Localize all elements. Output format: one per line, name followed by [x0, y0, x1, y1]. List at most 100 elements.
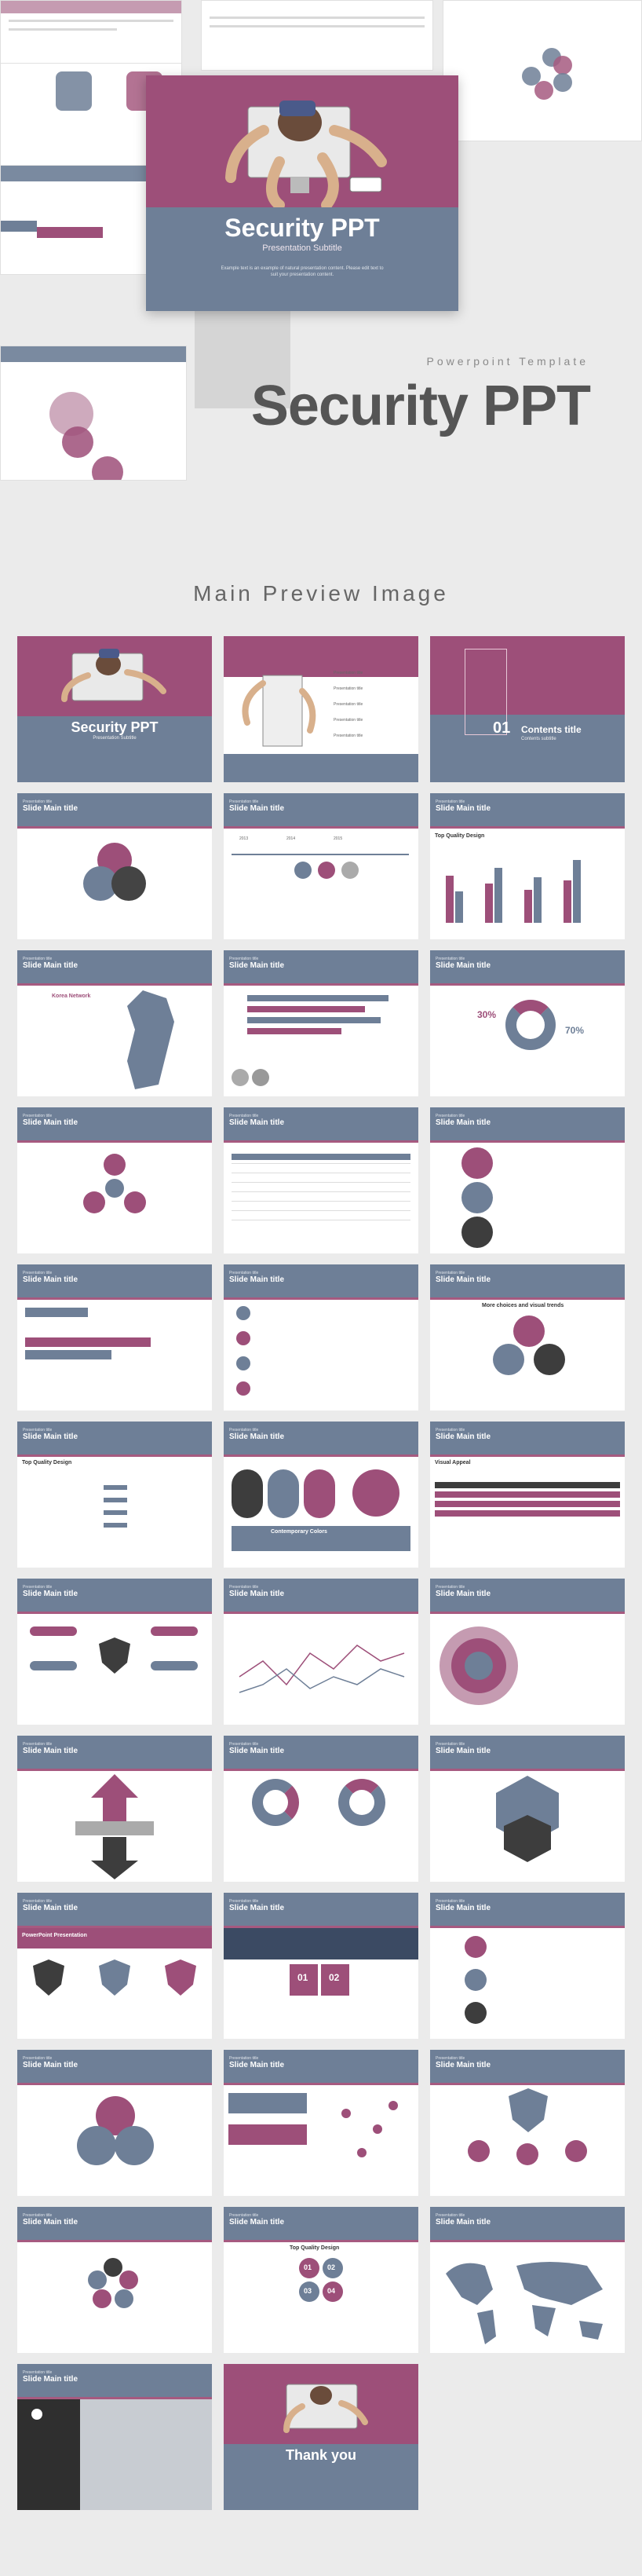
slide-title: Slide Main title	[436, 1275, 491, 1284]
laptop-photo	[80, 2399, 212, 2510]
slide-thumb-photo-laptop[interactable]: Presentation title Slide Main title	[17, 2364, 212, 2510]
petal	[93, 2289, 111, 2308]
step-number: 01	[297, 1972, 308, 1983]
pill	[151, 1661, 198, 1670]
slide-kicker: Presentation title	[23, 1742, 53, 1747]
slide-thumb-arrows-vertical[interactable]: Presentation title Slide Main title	[17, 1736, 212, 1882]
slide-thumb-hbar[interactable]: Presentation title Slide Main title	[224, 950, 418, 1096]
slide-thumb-shield-pills[interactable]: Presentation title Slide Main title	[17, 1579, 212, 1725]
slide-thumb-donut[interactable]: Presentation title Slide Main title 30% 7…	[430, 950, 625, 1096]
slide-thumb-photo-numbers[interactable]: Presentation title Slide Main title 01 02	[224, 1893, 418, 2039]
petal	[115, 2289, 133, 2308]
bar	[573, 860, 581, 923]
slide-title: Slide Main title	[23, 1904, 78, 1912]
table-header	[232, 1154, 410, 1160]
trefoil-lobe	[77, 2126, 116, 2165]
process-node	[465, 1969, 487, 1991]
petal	[119, 2270, 138, 2289]
network-node	[341, 2109, 351, 2118]
slide-title: Slide Main title	[229, 2061, 285, 2069]
slide-thumb-hbars2[interactable]: Presentation title Slide Main title Top Q…	[17, 1422, 212, 1568]
slide-thumb-venn[interactable]: Presentation title Slide Main title	[17, 793, 212, 939]
slide-thumb-process[interactable]: Presentation title Slide Main title	[430, 1893, 625, 2039]
pct-30: 30%	[477, 1009, 497, 1020]
slide-title: Slide Main title	[23, 1433, 78, 1441]
slide-thumb-list[interactable]: Presentation title Slide Main title	[224, 1264, 418, 1411]
slide-thumb-contents[interactable]: Presentation title Presentation title Pr…	[224, 636, 418, 782]
contents-number: 01	[493, 719, 511, 737]
slide-thumb-section[interactable]: 01 Contents title Contents subtitle	[430, 636, 625, 782]
slide-kicker: Presentation title	[23, 2370, 53, 2375]
quad-node	[299, 2258, 319, 2278]
slide-thumb-shield-tree[interactable]: Presentation title Slide Main title	[430, 2050, 625, 2196]
slide-title: Slide Main title	[229, 1275, 285, 1284]
slide-thumb-linechart[interactable]: Presentation title Slide Main title	[224, 1579, 418, 1725]
slide-thumb-table[interactable]: Presentation title Slide Main title	[224, 1107, 418, 1253]
slide-thumb-timeline[interactable]: Presentation title Slide Main title 2013 …	[224, 793, 418, 939]
cover-thumb-title: Security PPT	[71, 719, 159, 735]
gantt-heading: Visual Appeal	[435, 1460, 471, 1465]
avatar	[232, 1069, 249, 1086]
number-box	[321, 1964, 349, 1996]
slide-thumb-gantt[interactable]: Presentation title Slide Main title Visua…	[430, 1422, 625, 1568]
pill	[151, 1626, 198, 1636]
shield-icon	[165, 1959, 196, 1996]
tree-node	[468, 2140, 490, 2162]
trefoil-lobe	[115, 2126, 154, 2165]
slide-thumb-cover[interactable]: Security PPT Presentation Subtitle	[17, 636, 212, 782]
slide-thumb-target[interactable]: Presentation title Slide Main title	[430, 1579, 625, 1725]
slide-thumb-hex[interactable]: Presentation title Slide Main title	[430, 1736, 625, 1882]
cover-title: Security PPT	[224, 214, 380, 242]
hacker-illustration-icon	[225, 101, 387, 210]
footer-banner	[232, 1526, 410, 1551]
slide-thumb-shields[interactable]: Presentation title Slide Main title Power…	[17, 1893, 212, 2039]
slide-thumb-donuts[interactable]: Presentation title Slide Main title	[224, 1736, 418, 1882]
hbar	[104, 1510, 127, 1515]
pill	[268, 1469, 299, 1518]
hacker-illustration-icon	[283, 2384, 368, 2433]
arrow-bar	[25, 1350, 111, 1359]
bar	[534, 877, 542, 923]
info-box	[228, 2093, 307, 2113]
target-core	[465, 1652, 493, 1680]
hero-section: Security PPT Presentation Subtitle Examp…	[0, 0, 642, 597]
slide-thumb-petals[interactable]: Presentation title Slide Main title	[17, 2207, 212, 2353]
slide-thumb-trefoil[interactable]: Presentation title Slide Main title	[17, 2050, 212, 2196]
slide-thumb-cycle[interactable]: Presentation title Slide Main title	[17, 1107, 212, 1253]
chart-heading: Top Quality Design	[435, 833, 485, 839]
tree-node	[565, 2140, 587, 2162]
slide-thumb-thankyou[interactable]: Thank you	[224, 2364, 418, 2510]
contents-item: Presentation title	[334, 718, 363, 723]
hbar	[247, 1028, 341, 1034]
shield-icon	[33, 1959, 64, 1996]
world-map-icon	[446, 2262, 603, 2344]
slide-thumb-circles[interactable]: Presentation title Slide Main title	[430, 1107, 625, 1253]
header-band	[17, 1928, 212, 1948]
slide-title: Slide Main title	[436, 1433, 491, 1441]
hand-monitor-icon	[242, 675, 316, 747]
slide-thumb-quad[interactable]: Presentation title Slide Main title Top Q…	[224, 2207, 418, 2353]
triad-circle	[513, 1315, 545, 1347]
hbar	[104, 1498, 127, 1502]
pct-70: 70%	[565, 1025, 585, 1036]
korea-map-icon	[127, 990, 174, 1089]
bar	[564, 880, 571, 923]
list-icon	[236, 1306, 250, 1320]
slide-title: Slide Main title	[229, 2218, 285, 2227]
quad-node	[299, 2281, 319, 2302]
bg-slide-6	[0, 346, 187, 481]
petal	[104, 2258, 122, 2277]
slide-thumb-network[interactable]: Presentation title Slide Main title	[224, 2050, 418, 2196]
number-box	[290, 1964, 318, 1996]
slide-thumb-worldmap[interactable]: Presentation title Slide Main title	[430, 2207, 625, 2353]
slide-kicker: Presentation title	[23, 1899, 53, 1904]
slide-thumb-triad[interactable]: Presentation title Slide Main title More …	[430, 1264, 625, 1411]
slide-thumb-arrows[interactable]: Presentation title Slide Main title	[17, 1264, 212, 1411]
step-number: 02	[329, 1972, 340, 1983]
slide-thumb-contemporary[interactable]: Presentation title Slide Main title Conte…	[224, 1422, 418, 1568]
slide-thumb-barchart[interactable]: Presentation title Slide Main title Top Q…	[430, 793, 625, 939]
slide-thumb-map[interactable]: Presentation title Slide Main title Korea…	[17, 950, 212, 1096]
slide-title: Slide Main title	[436, 2061, 491, 2069]
pill	[232, 1469, 263, 1518]
slide-kicker: Presentation title	[23, 2213, 53, 2218]
